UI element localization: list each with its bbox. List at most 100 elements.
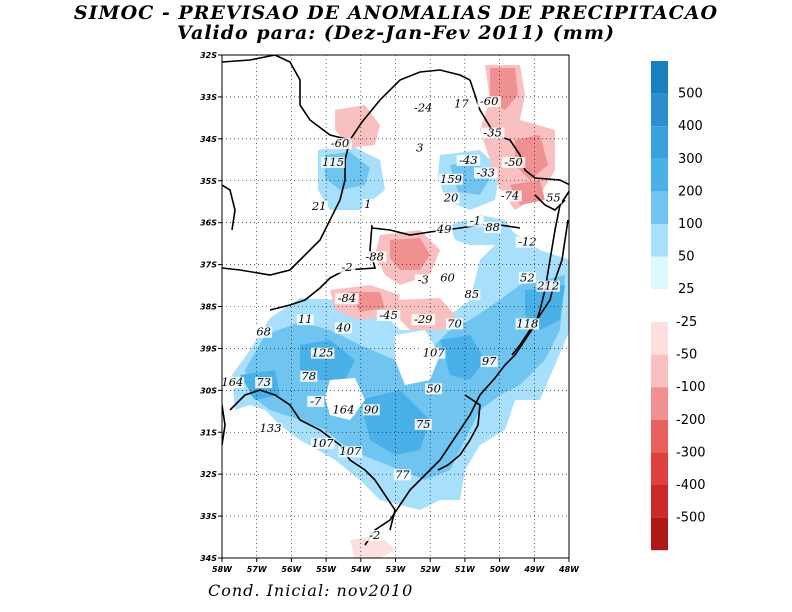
value-label-bg — [362, 251, 387, 263]
value-label: -43 — [459, 153, 478, 167]
value-label: -12 — [518, 235, 537, 249]
value-label: -2 — [369, 528, 380, 542]
value-label-bg — [310, 200, 328, 212]
value-label-bg — [255, 377, 273, 389]
value-label-bg — [480, 127, 505, 139]
border-line — [437, 394, 481, 471]
value-label: -84 — [338, 291, 357, 305]
value-label-bg — [425, 383, 443, 395]
value-label: 68 — [256, 325, 271, 339]
value-label-bg — [335, 293, 359, 305]
chart-title: SIMOC - PREVISAO DE ANOMALIAS DE PRECIPI… — [73, 2, 719, 24]
colorbar-label-negative: -400 — [676, 478, 706, 493]
value-label-bg — [498, 190, 522, 202]
value-label: 52 — [520, 270, 535, 284]
value-label-bg — [536, 280, 560, 292]
border-line — [222, 184, 236, 231]
colorbar-swatch-positive — [651, 126, 668, 159]
value-label-bg — [421, 347, 446, 359]
value-label-bg — [366, 530, 384, 542]
value-label: 17 — [454, 96, 469, 110]
value-label: 78 — [301, 369, 316, 383]
value-label: 55 — [546, 191, 561, 205]
colorbar-swatch-negative — [651, 452, 668, 485]
colorbar-label-positive: 50 — [678, 250, 695, 265]
value-label: 60 — [440, 270, 455, 284]
value-label: -3 — [418, 272, 429, 286]
y-tick-label: 30S — [200, 386, 217, 395]
value-label: -60 — [480, 94, 499, 108]
y-tick-label: 36S — [200, 219, 217, 228]
border-line — [222, 404, 226, 446]
value-label: 164 — [221, 375, 243, 389]
value-label-bg — [480, 356, 498, 368]
positive-anomaly-region-strong — [240, 285, 565, 455]
colorbar-label-positive: 500 — [678, 87, 703, 102]
value-label: 20 — [443, 191, 459, 205]
value-label-bg — [515, 236, 540, 248]
colorbar-swatch-positive — [651, 61, 668, 94]
value-label-bg — [362, 198, 373, 210]
negative-anomaly-region-south — [350, 535, 395, 558]
value-label: 97 — [482, 354, 497, 368]
colorbar-swatch-negative — [651, 322, 668, 355]
value-label-bg — [296, 314, 314, 326]
colorbar-swatch-negative — [651, 354, 668, 388]
value-label: -24 — [414, 100, 433, 114]
value-label: 107 — [339, 444, 362, 458]
value-label: 1 — [364, 197, 371, 211]
value-label: 164 — [332, 402, 354, 416]
anomaly-field: -24 17 -60 -35 -60 3 -43 -50 115 -33 159 -74 55 20 1 21… — [221, 55, 569, 558]
negative-anomaly-region-center-strong — [350, 238, 430, 312]
x-tick-label: 58W — [212, 565, 233, 574]
value-label: 115 — [322, 155, 344, 169]
value-label-bg — [463, 289, 481, 301]
value-label-bg — [435, 224, 453, 236]
value-label-bg — [466, 215, 484, 227]
low-anomaly-patch — [325, 330, 440, 420]
value-label: -29 — [414, 312, 433, 326]
value-label: 3 — [416, 140, 423, 154]
colorbar-label-positive: 25 — [678, 282, 695, 297]
negative-anomaly-region-north-strong — [490, 68, 548, 205]
value-label: 11 — [298, 312, 313, 326]
value-label-bg — [222, 377, 245, 389]
negative-anomaly-region-west — [335, 105, 380, 148]
value-label-bg — [300, 370, 318, 382]
x-tick-label: 52W — [420, 565, 441, 574]
value-label: 49 — [436, 222, 452, 236]
value-label-bg — [255, 326, 273, 338]
value-label-bg — [456, 154, 481, 166]
value-label-bg — [515, 318, 540, 330]
value-label-bg — [501, 156, 526, 168]
border-line — [222, 55, 471, 141]
value-label-bg — [414, 142, 426, 154]
colorbar: 500 400 300 200 100 50 25 -25 -50 -100 -200 -300 -40… — [651, 61, 706, 551]
y-axis: 32S 33S 34S 35S 36S 37S 38S 39S 30S 31S 32S 33S 34S — [200, 51, 222, 563]
value-label: -60 — [331, 136, 350, 150]
y-tick-label: 32S — [200, 470, 217, 479]
y-tick-label: 35S — [200, 177, 217, 186]
value-label: 90 — [364, 402, 379, 416]
y-tick-label: 38S — [200, 303, 217, 312]
value-label-bg — [362, 404, 380, 416]
border-line — [534, 194, 566, 211]
border-line — [364, 190, 569, 546]
value-label: 85 — [465, 287, 480, 301]
colorbar-swatch-positive — [651, 191, 668, 224]
chart-subtitle: Valido para: (Dez-Jan-Fev 2011) (mm) — [177, 22, 615, 44]
x-tick-label: 50W — [490, 565, 511, 574]
value-label: 21 — [311, 199, 327, 213]
value-label-bg — [328, 138, 352, 150]
colorbar-swatch-positive — [651, 224, 668, 257]
value-label: -35 — [483, 126, 502, 140]
value-label: -74 — [501, 189, 520, 203]
value-label: 73 — [256, 375, 271, 389]
x-tick-label: 51W — [455, 565, 476, 574]
value-label-bg — [258, 423, 283, 435]
colorbar-swatch-positive — [651, 256, 668, 290]
value-label: 88 — [485, 220, 500, 234]
y-tick-label: 31S — [200, 428, 217, 437]
colorbar-label-positive: 100 — [678, 217, 703, 232]
value-label: 125 — [312, 346, 334, 360]
